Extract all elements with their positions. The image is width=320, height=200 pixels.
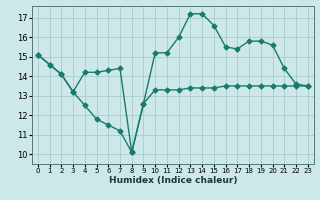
X-axis label: Humidex (Indice chaleur): Humidex (Indice chaleur) [108, 176, 237, 185]
